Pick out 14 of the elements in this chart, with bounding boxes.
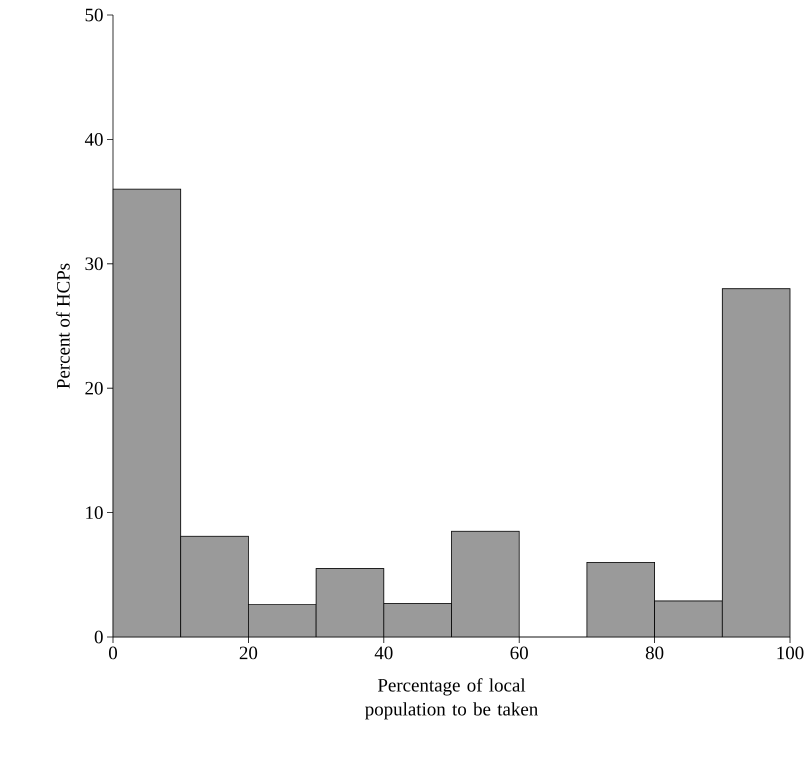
x-tick-label: 80	[646, 646, 664, 660]
y-tick-label: 0	[94, 630, 103, 644]
y-tick-label: 20	[85, 382, 103, 395]
y-tick-label: 50	[86, 8, 103, 22]
y-axis-title: Percent of HCPs	[56, 264, 70, 389]
y-tick-label: 10	[86, 506, 103, 519]
x-tick-label: 40	[374, 646, 393, 660]
x-axis-title: Percentage of local population to be taken	[365, 678, 538, 720]
y-tick-label: 40	[84, 133, 103, 146]
y-tick-label: 30	[85, 257, 103, 270]
x-tick-label: 20	[240, 646, 258, 660]
x-tick-label: 60	[510, 646, 528, 660]
x-tick-label: 100	[777, 646, 804, 660]
x-tick-label: 0	[108, 646, 117, 660]
